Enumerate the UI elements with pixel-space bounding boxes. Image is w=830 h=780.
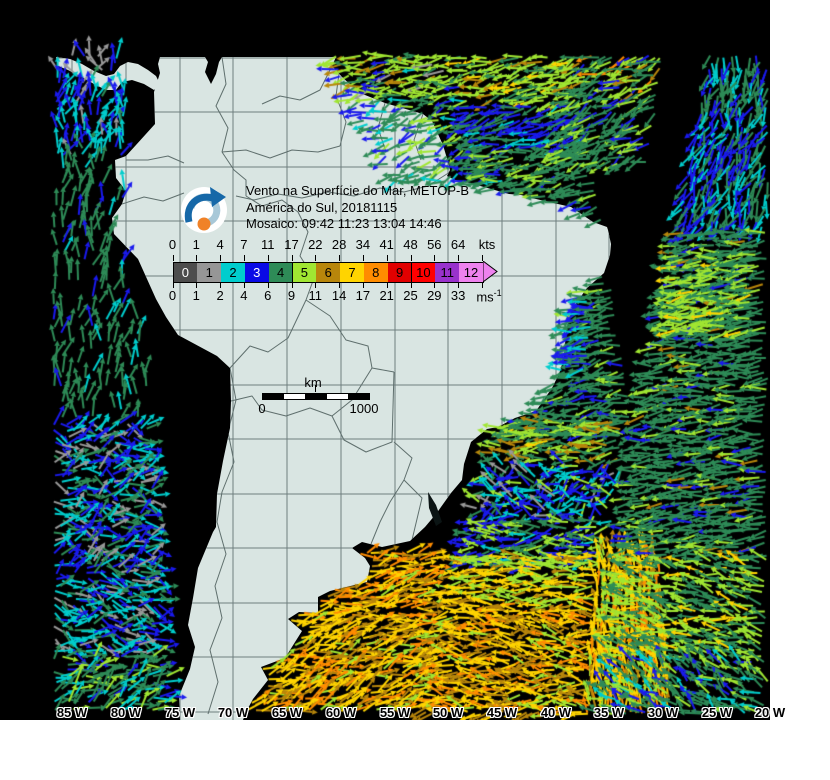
longitude-axis-label: 25 W: [701, 705, 733, 720]
longitude-axis-label: 35 W: [593, 705, 625, 720]
longitude-axis-label: 20 W: [754, 705, 786, 720]
longitude-axis-label: 30 W: [647, 705, 679, 720]
plot-area: Vento na Superfície do Mar, METOP-B Amér…: [0, 0, 770, 720]
longitude-axis-label: 80 W: [110, 705, 142, 720]
longitude-axis-label: 85 W: [56, 705, 88, 720]
longitude-axis-label: 55 W: [379, 705, 411, 720]
longitude-axis-label: 75 W: [164, 705, 196, 720]
wind-vectors-canvas: [0, 0, 770, 720]
longitude-axis-label: 65 W: [271, 705, 303, 720]
longitude-axis-label: 40 W: [540, 705, 572, 720]
longitude-axis-label: 70 W: [217, 705, 249, 720]
longitude-axis-label: 50 W: [432, 705, 464, 720]
longitude-axis-label: 60 W: [325, 705, 357, 720]
longitude-axis-label: 45 W: [486, 705, 518, 720]
